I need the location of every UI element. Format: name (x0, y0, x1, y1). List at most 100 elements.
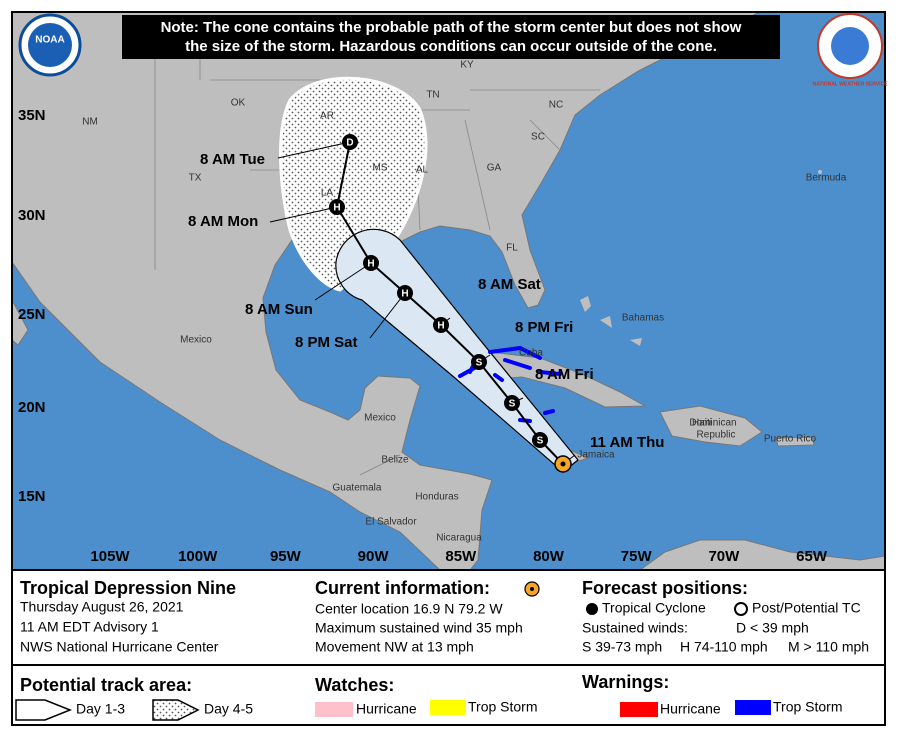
baja (12, 299, 29, 346)
place-label: MS (373, 163, 388, 174)
place-label: Nicaragua (436, 533, 482, 544)
hurricane-watch-label: Hurricane (356, 701, 417, 717)
place-label: Mexico (364, 413, 396, 424)
note: Note: The cone contains the probable pat… (161, 19, 742, 36)
lon-label: 85W (445, 548, 477, 565)
place-label: OK (231, 98, 246, 109)
storm-warning-label: Trop Storm (773, 699, 843, 715)
current-position-dot (560, 461, 566, 467)
nws-text: NATIONAL WEATHER SERVICE (813, 81, 889, 87)
place-label: Belize (381, 455, 409, 466)
leader-line (369, 292, 406, 339)
track-symbol: D (346, 138, 353, 149)
legend-box (11, 569, 886, 726)
lon-label: 90W (358, 548, 390, 565)
current-line: Movement NW at 13 mph (315, 639, 474, 655)
lon-label: 65W (796, 548, 828, 565)
watches-title: Watches: (315, 675, 394, 695)
s-label: S 39-73 mph (582, 639, 662, 655)
map-labels: 35N 30N 25N 20N 15N 105W 100W 95W 90W 85W 80W 75W 70… (18, 60, 847, 565)
place-label: GA (487, 163, 502, 174)
track-symbol: S (509, 399, 516, 410)
lon-label: 100W (178, 548, 218, 565)
day13-label: Day 1-3 (76, 701, 125, 717)
storm-warning-swatch (735, 700, 771, 715)
current-line: Center location 16.9 N 79.2 W (315, 601, 503, 617)
lat-label: 30N (18, 207, 46, 224)
center: NWS National Hurricane Center (20, 639, 219, 655)
bermuda (818, 170, 822, 174)
leader-line (269, 206, 338, 223)
current-line: Maximum sustained wind 35 mph (315, 620, 523, 636)
storm-name: Tropical Depression Nine (20, 578, 236, 598)
track-point (504, 395, 520, 411)
track-symbol: H (437, 321, 444, 332)
track-time-label: 8 AM Sun (245, 301, 313, 318)
note-box (122, 15, 780, 59)
lat-label: 35N (18, 107, 46, 124)
puerto-rico (775, 436, 815, 447)
tc-label: Tropical Cyclone (602, 600, 706, 616)
map-area (12, 12, 885, 570)
track-point (363, 255, 379, 271)
track-point (342, 134, 358, 150)
advisory: 11 AM EDT Advisory 1 (20, 619, 159, 635)
place-label: SC (531, 132, 545, 143)
lon-label: 70W (708, 548, 740, 565)
winds-label: Sustained winds: (582, 620, 688, 636)
track-area-title: Potential track area: (20, 675, 192, 695)
hurricane-watch-swatch (315, 702, 353, 717)
bahamas (580, 296, 642, 346)
storm-date: Thursday August 26, 2021 (20, 599, 184, 615)
leader-line (314, 262, 372, 301)
place-label: Cuba (519, 348, 543, 359)
m-label: M > 110 mph (788, 639, 869, 655)
track-time-label: 8 PM Fri (515, 319, 573, 336)
track-point (471, 354, 487, 370)
d-label: D < 39 mph (736, 620, 809, 636)
track-time-label: 11 AM Thu (590, 434, 664, 451)
place-label: KY (460, 60, 474, 71)
day13-icon (15, 699, 73, 721)
north-america-land (12, 12, 761, 570)
lat-label: 20N (18, 399, 46, 416)
track-symbol: H (367, 259, 374, 270)
place-label: Republic (697, 430, 736, 441)
place-label: Guatemala (333, 483, 382, 494)
place-label: NM (82, 117, 98, 128)
track-point (532, 432, 548, 448)
h-label: H 74-110 mph (680, 639, 768, 655)
place-label: Bahamas (622, 313, 664, 324)
tc-icon (586, 603, 598, 615)
track-point (329, 199, 345, 215)
storm-watch-label: Trop Storm (468, 699, 538, 715)
lon-label: 105W (90, 548, 130, 565)
track-symbol: H (401, 289, 408, 300)
lon-label: 75W (621, 548, 653, 565)
place-label: FL (506, 243, 518, 254)
warnings-title: Warnings: (582, 672, 669, 692)
hispaniola (659, 405, 763, 447)
track-symbol: S (476, 358, 483, 369)
place-label: Dominican (689, 418, 736, 429)
track-time-label: 8 AM Mon (188, 213, 258, 230)
place-label: Mexico (180, 335, 212, 346)
current-icon-dot (530, 587, 534, 591)
track-time-label: 8 AM Fri (535, 366, 594, 383)
nws-logo-inner (831, 27, 869, 65)
track-point (397, 285, 413, 301)
place-label: LA (321, 188, 334, 199)
hurricane-warning-label: Hurricane (660, 701, 721, 717)
leader-line (277, 141, 351, 159)
day45-icon (152, 699, 200, 721)
place-label: El Salvador (365, 517, 417, 528)
day45-label: Day 4-5 (204, 701, 253, 717)
track-point (433, 317, 449, 333)
post-label: Post/Potential TC (752, 600, 861, 616)
forecast-title: Forecast positions: (582, 578, 748, 598)
storm-watch-swatch (430, 700, 466, 715)
current-title: Current information: (315, 578, 490, 598)
track-time-label: 8 PM Sat (295, 334, 358, 351)
track-time-label: 8 AM Tue (200, 151, 265, 168)
